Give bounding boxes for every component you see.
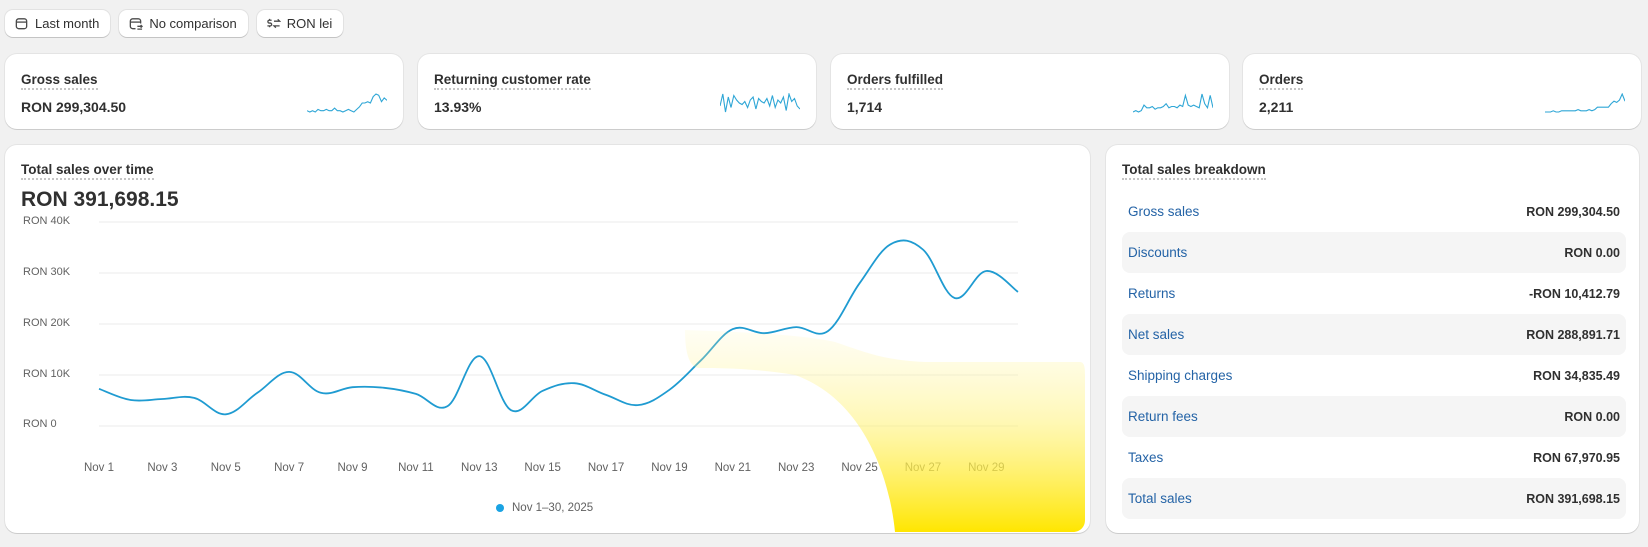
chart-title[interactable]: Total sales over time: [21, 162, 154, 180]
sparkline-chart: [1133, 93, 1213, 113]
x-axis-label: Nov 29: [968, 462, 1005, 474]
line-chart-plot[interactable]: [5, 145, 1090, 533]
breakdown-value: RON 34,835.49: [1533, 368, 1620, 383]
metric-card-returning-customer-rate[interactable]: Returning customer rate 13.93%: [418, 54, 816, 129]
sparkline-chart: [1545, 93, 1625, 113]
x-axis-label: Nov 13: [461, 462, 498, 474]
breakdown-row-discounts: Discounts RON 0.00: [1122, 232, 1626, 273]
legend-dot-icon: [496, 504, 504, 512]
breakdown-link[interactable]: Return fees: [1128, 409, 1198, 424]
metric-value: 2,211: [1259, 99, 1294, 115]
x-axis-label: Nov 7: [274, 462, 305, 474]
chart-total-value: RON 391,698.15: [21, 188, 179, 211]
y-axis-label: RON 20K: [23, 317, 71, 329]
metric-card-orders-fulfilled[interactable]: Orders fulfilled 1,714: [831, 54, 1229, 129]
breakdown-link[interactable]: Total sales: [1128, 491, 1192, 506]
metric-label: Orders: [1259, 72, 1304, 90]
breakdown-link[interactable]: Discounts: [1128, 245, 1188, 260]
breakdown-value: RON 67,970.95: [1533, 450, 1620, 465]
comparison-label: No comparison: [149, 16, 237, 31]
metric-value: 1,714: [847, 99, 883, 115]
currency-button[interactable]: RON lei: [256, 10, 344, 37]
breakdown-list: Gross sales RON 299,304.50 Discounts RON 0…: [1122, 191, 1626, 519]
x-axis-label: Nov 17: [587, 462, 625, 474]
metric-card-orders[interactable]: Orders 2,211: [1243, 54, 1641, 129]
breakdown-row-shipping-charges: Shipping charges RON 34,835.49: [1122, 355, 1626, 396]
metric-value: RON 299,304.50: [21, 99, 127, 115]
total-sales-over-time-card: Total sales over time RON 391,698.15 RON…: [5, 145, 1090, 533]
breakdown-value: RON 0.00: [1564, 409, 1620, 424]
breakdown-value: RON 288,891.71: [1526, 327, 1620, 342]
y-axis-label: RON 30K: [23, 266, 71, 278]
metric-label: Returning customer rate: [434, 72, 591, 90]
comparison-button[interactable]: No comparison: [119, 10, 248, 37]
breakdown-link[interactable]: Gross sales: [1128, 204, 1200, 219]
sparkline-chart: [720, 93, 800, 113]
y-axis-label: RON 0: [23, 418, 57, 430]
y-axis-label: RON 40K: [23, 215, 71, 227]
breakdown-link[interactable]: Net sales: [1128, 327, 1185, 342]
breakdown-value: RON 299,304.50: [1526, 204, 1620, 219]
x-axis-label: Nov 23: [777, 462, 815, 474]
x-axis-label: Nov 21: [714, 462, 751, 474]
x-axis-label: Nov 1: [83, 462, 115, 474]
breakdown-row-net-sales: Net sales RON 288,891.71: [1122, 314, 1626, 355]
breakdown-row-total-sales: Total sales RON 391,698.15: [1122, 478, 1626, 519]
x-axis-label: Nov 15: [524, 462, 561, 474]
calendar-icon: [15, 18, 28, 30]
breakdown-row-gross-sales: Gross sales RON 299,304.50: [1122, 191, 1626, 232]
breakdown-link[interactable]: Shipping charges: [1128, 368, 1233, 383]
report-toolbar: Last month No comparison RON lei: [5, 10, 344, 37]
metric-label: Orders fulfilled: [847, 72, 944, 90]
x-axis-label: Nov 27: [904, 462, 942, 474]
breakdown-row-return-fees: Return fees RON 0.00: [1122, 396, 1626, 437]
date-range-label: Last month: [35, 16, 100, 31]
breakdown-row-taxes: Taxes RON 67,970.95: [1122, 437, 1626, 478]
x-axis-label: Nov 19: [651, 462, 688, 474]
breakdown-value: RON 391,698.15: [1526, 491, 1620, 506]
x-axis-label: Nov 11: [398, 462, 434, 474]
metric-card-gross-sales[interactable]: Gross sales RON 299,304.50: [5, 54, 403, 129]
breakdown-link[interactable]: Taxes: [1128, 450, 1164, 465]
x-axis-label: Nov 25: [841, 462, 878, 474]
x-axis-label: Nov 5: [210, 462, 241, 474]
metric-value: 13.93%: [434, 99, 482, 115]
breakdown-title[interactable]: Total sales breakdown: [1122, 162, 1266, 180]
calendar-compare-icon: [130, 18, 144, 30]
legend-label: Nov 1–30, 2025: [512, 502, 594, 514]
breakdown-value: RON 0.00: [1564, 245, 1620, 260]
sparkline-chart: [307, 93, 387, 113]
breakdown-link[interactable]: Returns: [1128, 286, 1176, 301]
metric-label: Gross sales: [21, 72, 98, 90]
x-axis-label: Nov 3: [147, 462, 178, 474]
total-sales-breakdown-card: Total sales breakdown Gross sales RON 299…: [1106, 145, 1639, 533]
breakdown-row-returns: Returns -RON 10,412.79: [1122, 273, 1626, 314]
breakdown-value: -RON 10,412.79: [1528, 286, 1620, 301]
currency-label: RON lei: [286, 16, 333, 31]
y-axis-label: RON 10K: [23, 368, 71, 380]
date-range-button[interactable]: Last month: [5, 10, 111, 37]
currency-swap-icon: [267, 18, 281, 29]
chart-legend[interactable]: Nov 1–30, 2025: [496, 502, 593, 514]
x-axis-label: Nov 9: [337, 462, 368, 474]
